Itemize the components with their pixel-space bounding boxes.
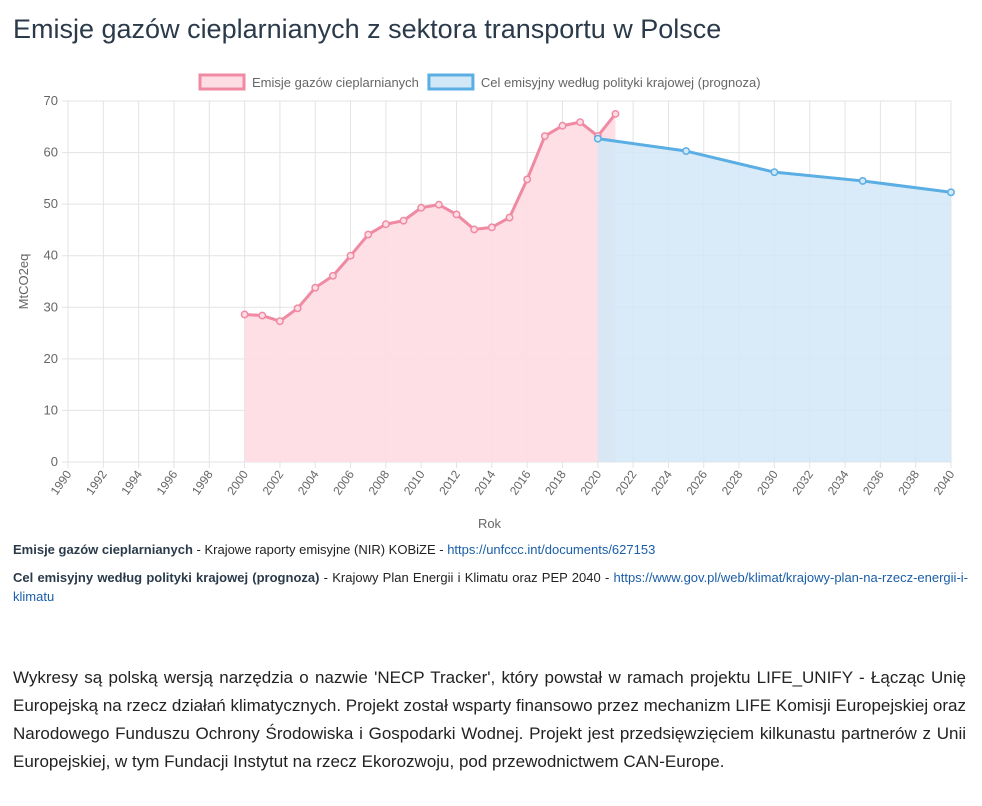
- emissions-line: [244, 112, 617, 323]
- x-tick-label: 2002: [260, 467, 287, 497]
- y-tick-label: 40: [44, 248, 58, 263]
- page-title: Emisje gazów cieplarnianych z sektora tr…: [13, 14, 722, 44]
- emissions-point: [540, 132, 549, 141]
- x-tick-label: 1998: [189, 467, 216, 497]
- emissions-point: [275, 317, 284, 326]
- emissions-point: [328, 271, 337, 280]
- x-tick-label: 2034: [825, 467, 852, 497]
- x-tick-label: 1994: [118, 467, 145, 497]
- emissions-point: [434, 200, 443, 209]
- x-tick-label: 1992: [83, 467, 110, 497]
- emissions-point: [470, 225, 479, 234]
- x-tick-label: 2036: [860, 467, 887, 497]
- x-tick-label: 2014: [472, 467, 499, 497]
- x-tick-label: 2012: [436, 467, 463, 497]
- target-area: [597, 138, 951, 462]
- x-tick-label: 2020: [577, 467, 604, 497]
- x-tick-label: 2008: [366, 467, 393, 497]
- y-tick-label: 60: [44, 145, 58, 160]
- chart-points: [240, 109, 955, 326]
- emissions-legend-swatch: [198, 73, 246, 91]
- x-tick-label: 2024: [648, 467, 675, 497]
- target-point: [858, 176, 867, 185]
- y-tick-label: 50: [44, 196, 58, 211]
- x-tick-label: 2026: [683, 467, 710, 497]
- x-tick-label: 2040: [931, 467, 958, 497]
- x-tick-label: 2038: [895, 467, 922, 497]
- x-axis-title: Rok: [478, 516, 502, 531]
- emissions-point: [364, 230, 373, 239]
- emissions-point: [505, 213, 514, 222]
- target-legend-label: Cel emisyjny według polityki krajowej (p…: [481, 75, 761, 90]
- target-legend-swatch: [427, 73, 475, 91]
- emissions-area: [244, 113, 616, 462]
- source-emissions-text: - Krajowe raporty emisyjne (NIR) KOBiZE …: [192, 542, 448, 557]
- x-tick-label: 2016: [507, 467, 534, 497]
- source-target-text: - Krajowy Plan Energii i Klimatu oraz PE…: [319, 570, 614, 585]
- x-tick-label: 1990: [48, 467, 75, 497]
- chart-legend: Emisje gazów cieplarnianych Cel emisyjny …: [198, 73, 761, 91]
- target-point: [947, 188, 955, 197]
- x-tick-label: 2028: [719, 467, 746, 497]
- x-tick-label: 2006: [330, 467, 357, 497]
- y-tick-label: 30: [44, 299, 58, 314]
- x-tick-label: 2032: [789, 467, 816, 497]
- emissions-point: [417, 203, 426, 212]
- sources-section: Emisje gazów cieplarnianych - Krajowe ra…: [13, 540, 968, 615]
- project-description: Wykresy są polską wersją narzędzia o naz…: [13, 668, 966, 771]
- emissions-point: [487, 223, 496, 232]
- y-axis-title: MtCO2eq: [16, 254, 31, 310]
- x-tick-label: 1996: [154, 467, 181, 497]
- chart-areas: [244, 113, 951, 462]
- emissions-legend-label: Emisje gazów cieplarnianych: [252, 75, 419, 90]
- emissions-chart: Emisje gazów cieplarnianych Cel emisyjny …: [16, 73, 958, 531]
- x-tick-label: 2000: [224, 467, 251, 497]
- x-tick-label: 2004: [295, 467, 322, 497]
- emissions-point: [452, 210, 461, 219]
- x-tick-label: 2010: [401, 467, 428, 497]
- source-emissions: Emisje gazów cieplarnianych - Krajowe ra…: [13, 540, 968, 559]
- emissions-point: [611, 109, 620, 118]
- x-tick-label: 2030: [754, 467, 781, 497]
- y-tick-label: 20: [44, 351, 58, 366]
- source-target-link[interactable]: https://www.gov.pl/web/klimat/krajowy-pl…: [13, 570, 968, 604]
- x-tick-label: 2018: [542, 467, 569, 497]
- source-emissions-link[interactable]: https://unfccc.int/documents/627153: [447, 542, 656, 557]
- source-target-name: Cel emisyjny według polityki krajowej (p…: [13, 570, 320, 585]
- emissions-point: [346, 251, 355, 260]
- emissions-point: [258, 311, 267, 320]
- emissions-point: [293, 304, 302, 313]
- emissions-point: [381, 220, 390, 229]
- emissions-point: [523, 175, 532, 184]
- emissions-point: [399, 216, 408, 225]
- target-point: [682, 147, 691, 155]
- target-point: [593, 134, 602, 143]
- y-tick-label: 70: [44, 93, 58, 108]
- y-tick-label: 0: [51, 454, 58, 469]
- emissions-point: [240, 310, 249, 319]
- target-point: [770, 168, 779, 177]
- emissions-point: [558, 121, 567, 130]
- y-tick-label: 10: [44, 402, 58, 417]
- source-emissions-name: Emisje gazów cieplarnianych: [13, 542, 193, 557]
- source-target: Cel emisyjny według polityki krajowej (p…: [13, 568, 968, 606]
- x-tick-label: 2022: [613, 467, 640, 497]
- emissions-point: [311, 283, 320, 292]
- emissions-point: [576, 118, 585, 127]
